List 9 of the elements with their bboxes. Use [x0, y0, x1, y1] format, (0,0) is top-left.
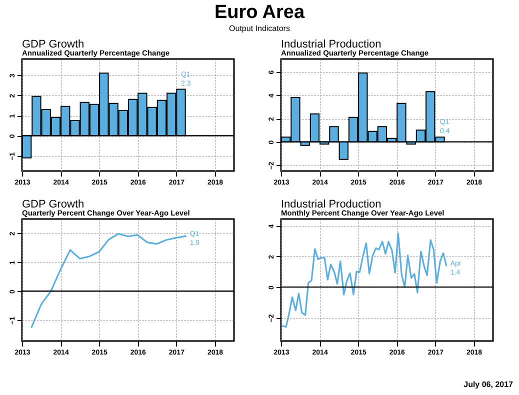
text: July 06, 2017 [464, 380, 513, 389]
text: Euro Area [213, 1, 306, 24]
line-series [282, 232, 448, 328]
chart-title: Industrial Production [281, 38, 382, 50]
line-series [30, 232, 187, 328]
text: Output Indicators [228, 24, 291, 33]
chart-title: Industrial Production [281, 198, 382, 210]
chart-title: GDP Growth [22, 198, 84, 210]
chart-title: GDP Growth [22, 38, 84, 50]
